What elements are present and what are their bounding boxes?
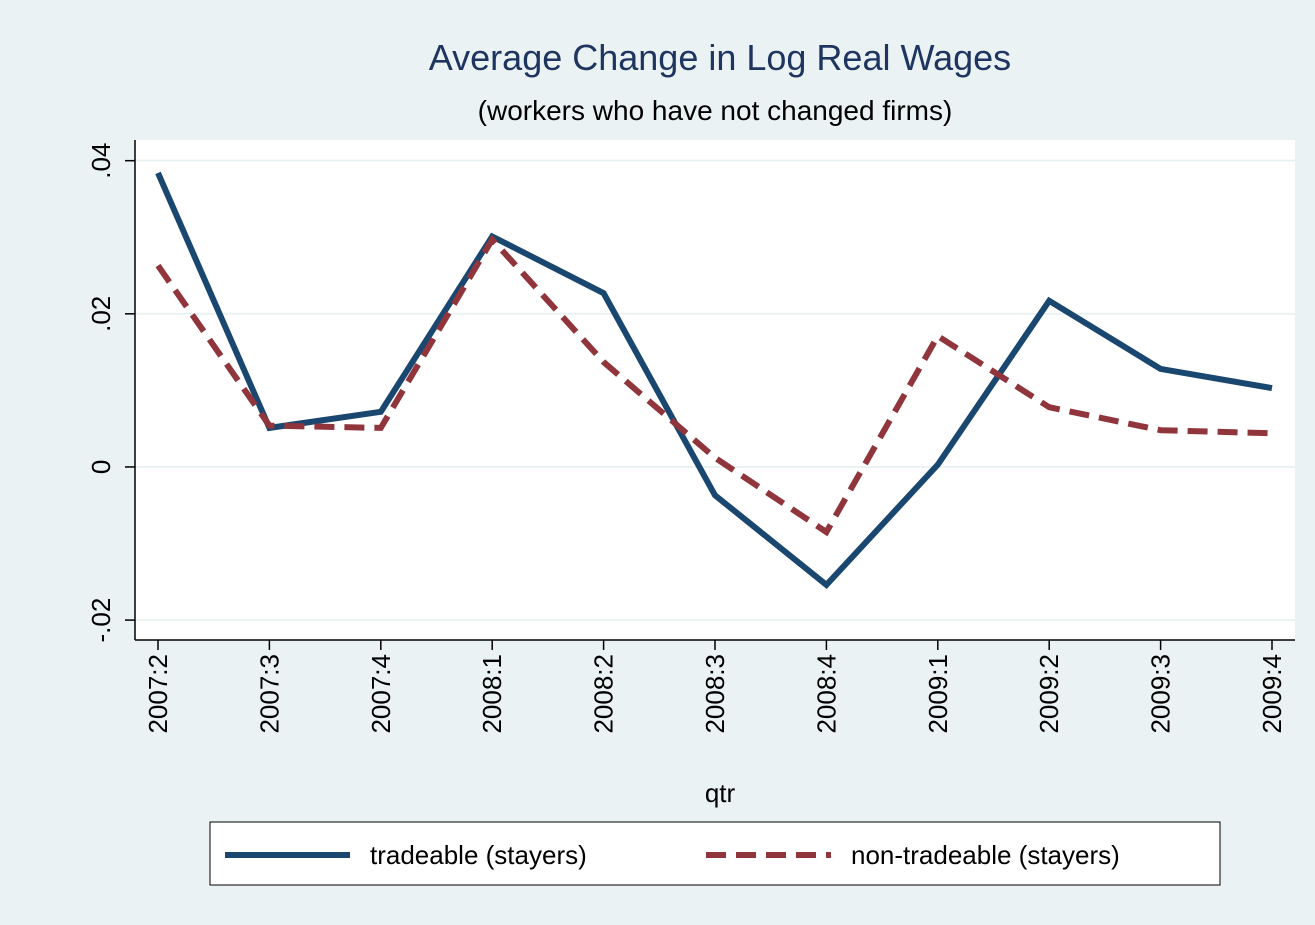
chart-subtitle: (workers who have not changed firms) <box>478 95 953 126</box>
x-tick-label: 2008:2 <box>589 654 619 734</box>
x-tick-label: 2008:3 <box>700 654 730 734</box>
legend-label: tradeable (stayers) <box>370 840 587 870</box>
y-tick-label: .04 <box>86 143 116 179</box>
data-line <box>155 234 1273 537</box>
x-tick-label: 2008:1 <box>477 654 507 734</box>
legend-label: non-tradeable (stayers) <box>851 840 1120 870</box>
x-tick-label: 2009:2 <box>1034 654 1064 734</box>
data-line <box>155 171 1273 589</box>
x-tick-label: 2009:4 <box>1257 654 1287 734</box>
x-tick-label: 2009:3 <box>1146 654 1176 734</box>
x-axis-label: qtr <box>705 778 736 808</box>
x-tick-label: 2009:1 <box>923 654 953 734</box>
x-tick-label: 2008:4 <box>811 654 841 734</box>
y-tick-label: -.02 <box>86 598 116 643</box>
x-tick-label: 2007:2 <box>143 654 173 734</box>
chart-title: Average Change in Log Real Wages <box>429 37 1011 78</box>
y-tick-label: .02 <box>86 296 116 332</box>
x-tick-label: 2007:3 <box>254 654 284 734</box>
plot-area <box>135 140 1295 640</box>
x-tick-label: 2007:4 <box>366 654 396 734</box>
y-tick-label: 0 <box>86 460 116 474</box>
